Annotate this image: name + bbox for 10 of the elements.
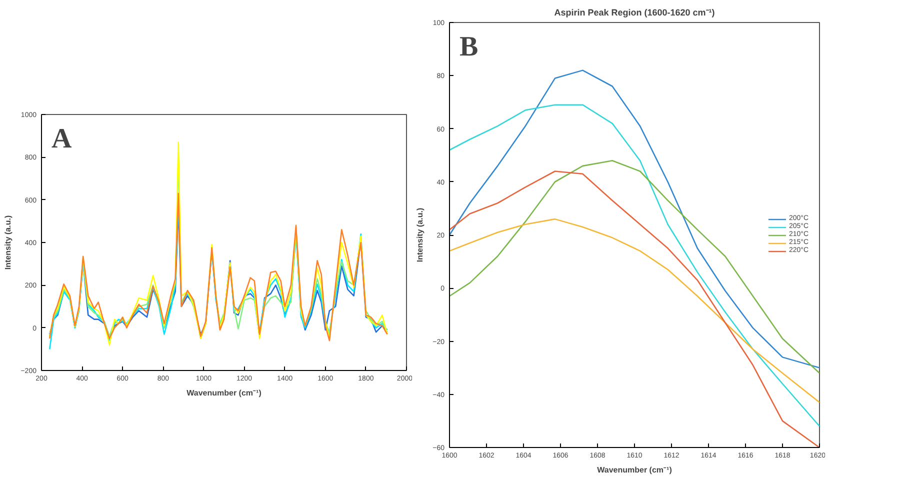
line-series bbox=[450, 70, 820, 368]
annotation: A bbox=[52, 124, 72, 154]
y-axis-title: Intensity (a.u.) bbox=[4, 215, 13, 270]
annotation: B bbox=[460, 32, 478, 62]
x-axis-title: Wavenumber (cm⁻¹) bbox=[186, 388, 262, 398]
line-series bbox=[450, 160, 820, 374]
line-series bbox=[450, 104, 820, 427]
chart-title: Aspirin Peak Region (1600-1620 cm⁻¹) bbox=[554, 8, 715, 18]
x-axis-title: Wavenumber (cm⁻¹) bbox=[597, 466, 672, 474]
y-axis-title: Intensity (a.u.) bbox=[416, 208, 425, 262]
